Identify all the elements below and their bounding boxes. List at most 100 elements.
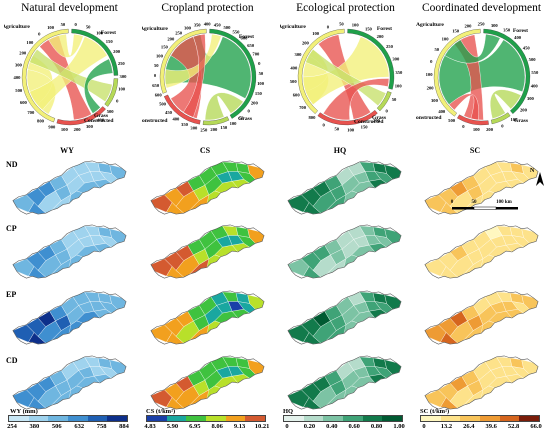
chord-tick-label: 550 <box>232 29 240 34</box>
chord-tick-label: 600 <box>293 93 301 98</box>
legend-tick-label: 39.6 <box>485 423 497 430</box>
chord-tick-label: 300 <box>15 63 23 68</box>
legend-swatch <box>87 416 108 421</box>
scale-tick-50: 50 <box>471 200 477 205</box>
legend-swatch <box>245 416 266 421</box>
chord-tick-label: 450 <box>165 110 173 115</box>
chord-tick-label: 300 <box>527 96 535 101</box>
chord-tick-label: 500 <box>15 88 23 93</box>
chord-group-label-agriculture: Agriculture <box>416 22 444 28</box>
chord-tick-label: 200 <box>520 108 528 113</box>
map-outline <box>287 290 402 345</box>
chord-tick-label: 250 <box>118 61 126 66</box>
chord-tick-label: 150 <box>106 39 114 44</box>
chord-tick-label: 100 <box>426 72 434 77</box>
chord-arc-grass <box>490 112 511 125</box>
chord-group-label-agriculture: Agriculture <box>4 24 30 30</box>
chord-tick-label: 800 <box>308 115 316 120</box>
chord-title-coordinated: Coordinated development <box>421 2 542 14</box>
legend-tick-label: 5.90 <box>166 423 179 430</box>
chord-tick-label: 200 <box>464 23 472 28</box>
chord-tick-label: 650 <box>152 83 160 88</box>
chord-tick-label: 100 <box>26 40 34 45</box>
chord-tick-label: 700 <box>27 110 35 115</box>
chord-group-label-agriculture: Agriculture <box>280 24 306 30</box>
legend-swatch <box>382 416 403 421</box>
chord-arc-agriculture <box>21 28 69 123</box>
row-label-cp: CP <box>6 224 17 233</box>
chord-tick-label: 650 <box>247 43 255 48</box>
legend-swatch <box>206 416 226 421</box>
chord-title-ecological: Ecological protection <box>296 2 395 14</box>
chord-tick-label: 50 <box>334 127 339 132</box>
chord-tick-label: 150 <box>365 26 373 31</box>
scale-tick-100: 100 km <box>496 200 512 205</box>
chord-tick-label: 150 <box>452 29 460 34</box>
map-sc-cp <box>424 224 539 279</box>
row-label-ep: EP <box>6 290 17 299</box>
legend-ticks-sc: 0 13.2 26.4 39.6 52.8 66.0 <box>420 423 541 433</box>
legend-swatch <box>9 416 29 421</box>
chord-group-label-grass: Grass <box>514 118 529 124</box>
legend-tick-label: 8.06 <box>211 423 223 430</box>
chord-tick-label: 250 <box>175 30 183 35</box>
chord-arc-grass <box>376 91 392 112</box>
map-wy-nd <box>12 160 127 215</box>
chord-tick-label: 100 <box>395 84 403 89</box>
legend-title-hq: HQ <box>283 408 294 415</box>
chord-group-label-forest: Forest <box>513 28 528 34</box>
legend-swatch <box>284 416 304 421</box>
legend-swatch <box>225 416 246 421</box>
chord-tick-label: 800 <box>37 119 45 124</box>
legend-tick-label: 380 <box>29 423 40 430</box>
chord-arc-forest <box>347 28 395 90</box>
chord-tick-label: 0 <box>38 31 41 36</box>
chord-ribbon <box>48 33 84 58</box>
map-outline <box>150 160 265 215</box>
chord-tick-label: 450 <box>214 22 222 27</box>
chord-group-label-forest: Forest <box>101 30 116 36</box>
chord-tick-label: 250 <box>386 44 394 49</box>
map-wy-cp <box>12 224 127 279</box>
chord-tick-label: 100 <box>442 37 450 42</box>
legend-tick-label: 13.2 <box>440 423 453 430</box>
chord-ribbon <box>204 92 244 121</box>
chord-tick-label: 100 <box>118 86 126 91</box>
chord-tick-label: 600 <box>241 36 249 41</box>
chord-tick-label: 600 <box>155 93 163 98</box>
legend-bar-sc <box>420 415 540 422</box>
chord-arc-constructed <box>457 114 489 126</box>
chord-tick-label: 450 <box>523 45 531 50</box>
chord-tick-label: 400 <box>204 22 212 27</box>
map-outline <box>150 355 265 410</box>
chord-tick-label: 350 <box>503 28 511 33</box>
chord-tick-label: 200 <box>373 118 381 123</box>
chord-arc-forest <box>483 28 531 114</box>
chord-tick-label: 100 <box>347 127 355 132</box>
map-outline <box>424 160 539 215</box>
map-outline <box>150 290 265 345</box>
legend-tick-label: 506 <box>51 423 62 430</box>
chord-group-label-forest: Forest <box>377 26 392 32</box>
legend-ticks-wy: 254 380 506 632 758 884 <box>7 423 129 433</box>
map-outline <box>287 355 402 410</box>
chord-arc-grass <box>202 116 230 126</box>
legend-swatch <box>519 416 540 421</box>
chord-tick-label: 50 <box>239 116 244 121</box>
chord-tick-label: 100 <box>257 81 265 86</box>
legend-tick-label: 52.8 <box>507 423 520 430</box>
legend-swatch <box>460 416 481 421</box>
legend-tick-label: 26.4 <box>463 423 475 430</box>
chord-group-label-forest: Forest <box>239 34 254 40</box>
map-outline <box>424 224 539 279</box>
legend-ticks-cs: 4.83 5.90 6.95 8.06 9.13 10.21 <box>144 423 269 433</box>
map-outline <box>424 355 539 410</box>
chord-tick-label: 50 <box>154 63 159 68</box>
chord-tick-label: 200 <box>19 51 27 56</box>
chord-tick-label: 50 <box>339 22 344 27</box>
legend-tick-label: 9.13 <box>233 423 246 430</box>
map-wy-ep <box>12 290 127 345</box>
chord-tick-label: 100 <box>47 25 55 30</box>
